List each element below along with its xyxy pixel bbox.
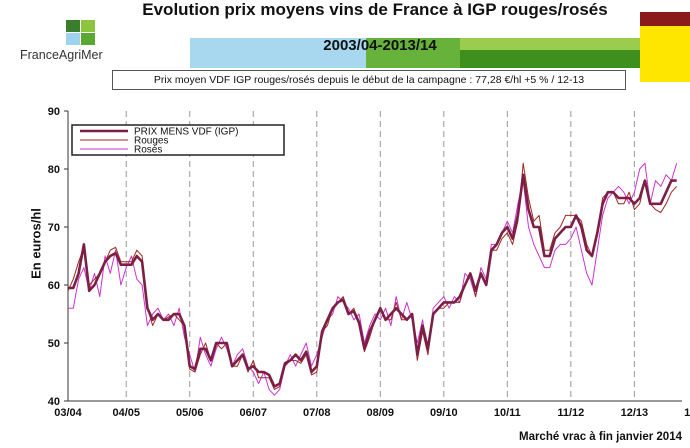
info-box: Prix moyen VDF IGP rouges/rosés depuis l… bbox=[112, 70, 626, 90]
chart-title: Evolution prix moyens vins de France à I… bbox=[142, 0, 608, 19]
y-tick-label: 40 bbox=[48, 396, 60, 408]
logo-mark-icon bbox=[66, 20, 96, 46]
series-line-ros-s bbox=[68, 162, 678, 396]
y-tick-label: 50 bbox=[48, 338, 60, 350]
y-tick-label: 70 bbox=[48, 222, 60, 234]
series-line-prix-mens-vdf-igp- bbox=[68, 173, 677, 388]
band-dark-red bbox=[640, 12, 690, 26]
band-light-blue bbox=[190, 38, 368, 68]
band-yellow bbox=[640, 26, 690, 82]
y-tick-label: 90 bbox=[48, 106, 60, 118]
footnote: Marché vrac à fin janvier 2014 bbox=[518, 431, 682, 443]
band-green bbox=[366, 38, 462, 68]
chart-grid bbox=[125, 111, 635, 401]
x-tick-label: 06/07 bbox=[239, 407, 267, 419]
x-tick-label: 05/06 bbox=[176, 407, 204, 419]
x-tick-label: 08/09 bbox=[367, 407, 395, 419]
chart-series bbox=[67, 162, 678, 396]
y-tick-label: 60 bbox=[48, 280, 60, 292]
legend-label: Rouges bbox=[134, 136, 168, 147]
series-line-rouges bbox=[67, 162, 678, 390]
x-tick-label: 12/13 bbox=[621, 407, 649, 419]
x-tick-label: 04/05 bbox=[112, 407, 140, 419]
legend-label: Rosés bbox=[134, 145, 162, 156]
x-tick-label: 13/14 bbox=[684, 407, 690, 419]
x-tick-label: 10/11 bbox=[494, 407, 521, 419]
x-tick-label: 07/08 bbox=[303, 407, 331, 419]
band-light-green bbox=[460, 38, 640, 50]
chart-subtitle: 2003/04-2013/14 bbox=[323, 37, 437, 54]
legend-label: PRIX MENS VDF (IGP) bbox=[134, 127, 238, 138]
x-tick-label: 03/04 bbox=[54, 407, 82, 419]
x-tick-label: 11/12 bbox=[557, 407, 584, 419]
chart-axes: 40 50 60 70 80 90 03/04 04/05 05/06 06/07 07/08 08/… bbox=[48, 106, 690, 419]
x-tick-label: 09/10 bbox=[430, 407, 458, 419]
y-tick-label: 80 bbox=[48, 164, 60, 176]
francegrimer-logo: FranceAgriMer bbox=[20, 20, 110, 68]
logo-text: FranceAgriMer bbox=[20, 48, 103, 62]
